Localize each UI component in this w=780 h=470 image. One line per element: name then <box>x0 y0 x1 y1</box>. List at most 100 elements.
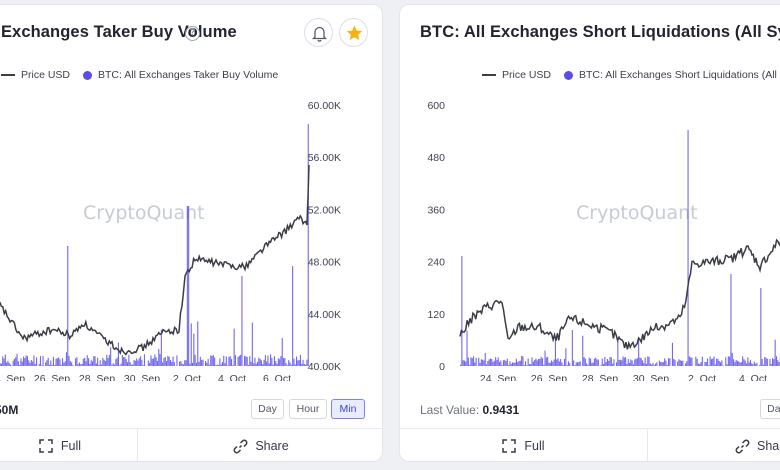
metric-bar <box>729 356 731 366</box>
full-button[interactable]: Full <box>400 429 647 461</box>
metric-bar <box>215 365 217 366</box>
metric-bar <box>111 364 113 366</box>
star-icon <box>346 25 363 41</box>
metric-bar <box>655 363 657 366</box>
metric-bar <box>143 354 145 366</box>
metric-bar <box>777 360 779 366</box>
metric-bar <box>246 356 248 366</box>
metric-bar <box>718 361 720 366</box>
bell-button[interactable] <box>304 18 333 47</box>
y-tick-label: 44.00K <box>308 309 341 321</box>
metric-bar <box>462 360 464 366</box>
metric-bar <box>221 362 223 366</box>
metric-bar <box>716 358 718 366</box>
short-liquidations-chart[interactable]: CryptoQuant 0 120 240 360 480 600 24. Sep 26. Se… <box>400 91 780 381</box>
full-button[interactable]: Full <box>0 429 137 461</box>
metric-bar <box>552 361 554 366</box>
metric-bar <box>280 356 282 366</box>
metric-bar <box>136 358 138 366</box>
x-tick-label: 28. Sep <box>582 373 618 381</box>
metric-legend-label[interactable]: BTC: All Exchanges Short Liquidations (A… <box>579 69 780 81</box>
y-tick-label: 120 <box>427 309 445 321</box>
metric-bar <box>613 359 615 366</box>
metric-bar <box>202 359 204 366</box>
favorite-button[interactable] <box>339 18 368 47</box>
share-button[interactable]: Share <box>138 429 382 461</box>
metric-bar <box>619 359 621 366</box>
metric-bar <box>567 361 569 366</box>
help-icon[interactable]: ? <box>185 26 200 41</box>
metric-bar <box>247 365 249 366</box>
metric-bar <box>770 364 772 366</box>
metric-bar <box>696 358 698 366</box>
metric-bar <box>225 356 227 366</box>
metric-bar <box>251 322 253 366</box>
metric-bar <box>502 360 504 366</box>
metric-bar <box>254 357 256 366</box>
metric-bar <box>610 357 612 366</box>
metric-bar <box>140 356 142 366</box>
metric-bar <box>240 354 242 366</box>
metric-bar <box>504 359 506 366</box>
metric-bar <box>606 359 608 366</box>
metric-bar <box>6 362 8 366</box>
metric-bar <box>629 362 631 366</box>
resolution-day-button[interactable]: Day <box>760 399 780 419</box>
metric-bar <box>281 338 283 366</box>
metric-bar <box>17 361 19 366</box>
metric-bar <box>631 360 633 366</box>
resolution-min-button[interactable]: Min <box>331 399 365 419</box>
taker-buy-volume-chart[interactable]: CryptoQuant 40.00K 44.00K 48.00K 52.00K 56.00… <box>0 91 383 381</box>
metric-bar <box>151 358 153 366</box>
metric-bar <box>556 359 558 366</box>
metric-bar <box>766 358 768 366</box>
metric-bar <box>517 362 519 366</box>
metric-bar <box>33 355 35 366</box>
metric-bar <box>664 358 666 366</box>
metric-bar <box>166 361 168 366</box>
metric-bar <box>583 357 585 366</box>
metric-bar <box>536 360 538 366</box>
last-value-number: 50M <box>0 403 19 417</box>
resolution-day-button[interactable]: Day <box>251 399 284 419</box>
metric-bar <box>473 356 475 366</box>
metric-bar <box>578 362 580 366</box>
metric-bar <box>501 365 503 366</box>
metric-bar <box>78 362 80 366</box>
metric-bar <box>560 359 562 366</box>
metric-bar <box>207 358 209 366</box>
metric-bar <box>159 354 161 366</box>
price-legend-label[interactable]: Price USD <box>502 69 552 81</box>
metric-bar <box>497 357 499 366</box>
watermark-text: CryptoQuant <box>576 202 698 224</box>
metric-legend-swatch <box>83 70 93 80</box>
price-legend-label[interactable]: Price USD <box>21 69 71 81</box>
metric-bar <box>98 365 100 366</box>
metric-bar <box>293 358 295 366</box>
metric-bar <box>56 358 58 366</box>
metric-bar <box>7 360 9 366</box>
metric-bar <box>10 364 12 366</box>
metric-bar <box>740 362 742 366</box>
metric-bar <box>182 364 184 366</box>
metric-bar <box>220 364 222 366</box>
metric-bar <box>60 365 62 366</box>
metric-bar <box>176 355 178 366</box>
metric-bar <box>257 361 259 366</box>
metric-bar <box>649 363 651 366</box>
share-button[interactable]: Share <box>735 429 780 461</box>
metric-legend-label[interactable]: BTC: All Exchanges Taker Buy Volume <box>98 69 279 81</box>
metric-bar <box>720 362 722 366</box>
metric-bar <box>736 360 738 366</box>
resolution-hour-button[interactable]: Hour <box>289 399 327 419</box>
metric-bar <box>778 362 780 366</box>
metric-bar <box>271 357 273 366</box>
metric-bar <box>51 364 53 366</box>
metric-bar <box>64 361 66 366</box>
metric-bar <box>554 337 556 366</box>
y-tick-label: 480 <box>427 152 445 164</box>
metric-bar <box>47 357 49 366</box>
y-tick-label: 240 <box>427 257 445 269</box>
metric-bar <box>579 361 581 366</box>
metric-bar <box>561 362 563 366</box>
